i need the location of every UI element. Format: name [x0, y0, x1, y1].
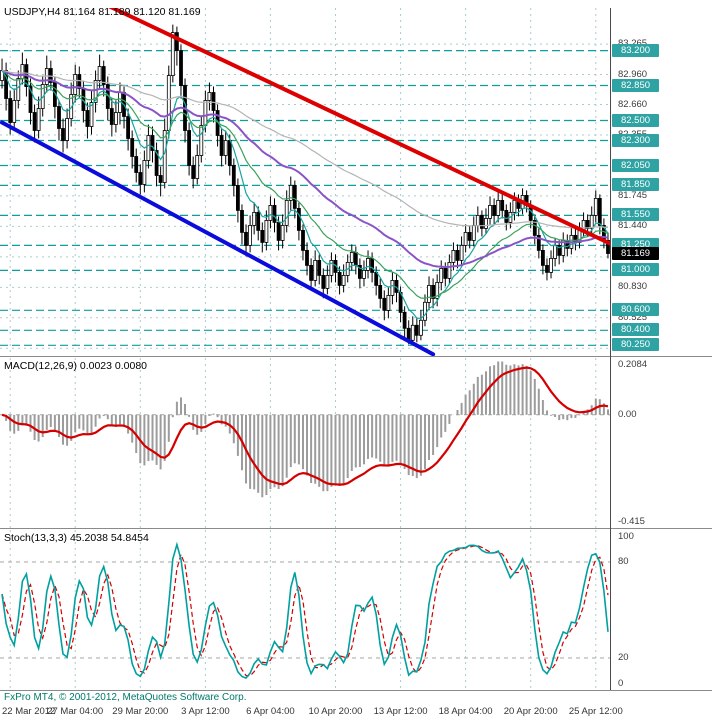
- macd-scale-label: 0.00: [618, 408, 637, 420]
- price-tick-label: 81.745: [618, 189, 648, 201]
- price-scale-border: [610, 8, 611, 690]
- stochastic-indicator-panel[interactable]: [0, 530, 610, 690]
- panel-separator[interactable]: [0, 356, 712, 357]
- macd-indicator-panel[interactable]: [0, 358, 610, 528]
- macd-indicator-label: MACD(12,26,9) 0.0023 0.0080: [4, 360, 148, 372]
- time-axis-label: 3 Apr 12:00: [181, 706, 230, 717]
- level-price-badge: 80.400: [612, 323, 659, 337]
- time-axis-label: 29 Mar 20:00: [112, 706, 169, 717]
- stoch-scale-label: 0: [618, 678, 624, 689]
- copyright-text: FxPro MT4, © 2001-2012, MetaQuotes Softw…: [4, 692, 247, 703]
- time-axis-label: 27 Mar 04:00: [47, 706, 104, 717]
- price-tick-label: 80.830: [618, 281, 648, 293]
- level-price-badge: 81.550: [612, 208, 659, 222]
- macd-scale-label: -0.415: [618, 516, 645, 527]
- time-axis-label: 6 Apr 04:00: [246, 706, 295, 717]
- stoch-scale-label: 100: [618, 531, 634, 542]
- macd-scale-label: 0.2084: [618, 359, 648, 370]
- level-price-badge: 80.600: [612, 303, 659, 317]
- price-chart-panel[interactable]: [0, 8, 610, 356]
- current-price-badge: 81.169: [612, 246, 659, 260]
- price-tick-label: 81.440: [618, 220, 648, 232]
- level-price-badge: 81.850: [612, 178, 659, 192]
- time-axis-label: 25 Apr 12:00: [568, 706, 623, 717]
- chart-title: USDJPY,H4 81.164 81.189 81.120 81.169: [4, 6, 201, 18]
- level-price-badge: 82.300: [612, 133, 659, 147]
- panel-separator[interactable]: [0, 528, 712, 529]
- price-tick-label: 82.960: [618, 68, 648, 80]
- stoch-scale-label: 20: [618, 652, 629, 663]
- panel-separator: [0, 690, 712, 691]
- price-scale[interactable]: 83.26582.96082.66082.35582.05081.74581.4…: [610, 0, 712, 724]
- level-price-badge: 82.850: [612, 78, 659, 92]
- level-price-badge: 80.250: [612, 338, 659, 352]
- level-price-badge: 82.050: [612, 158, 659, 172]
- time-axis-label: 22 Mar 2012: [2, 706, 56, 717]
- price-tick-label: 82.660: [618, 98, 648, 110]
- time-axis-label: 10 Apr 20:00: [308, 706, 363, 717]
- price-tick-label: 80.525: [618, 311, 648, 323]
- time-scale[interactable]: 22 Mar 2012 27 Mar 04:00 29 Mar 20:00 3 Apr…: [0, 706, 712, 724]
- stochastic-indicator-label: Stoch(13,3,3) 45.2038 54.8454: [4, 532, 149, 544]
- level-price-badge: 81.000: [612, 263, 659, 277]
- level-price-badge: 82.500: [612, 113, 659, 127]
- time-axis-label: 20 Apr 20:00: [503, 706, 558, 717]
- level-price-badge: 83.200: [612, 43, 659, 57]
- stoch-scale-label: 80: [618, 556, 629, 567]
- time-axis-label: 18 Apr 04:00: [438, 706, 493, 717]
- time-axis-label: 13 Apr 12:00: [373, 706, 428, 717]
